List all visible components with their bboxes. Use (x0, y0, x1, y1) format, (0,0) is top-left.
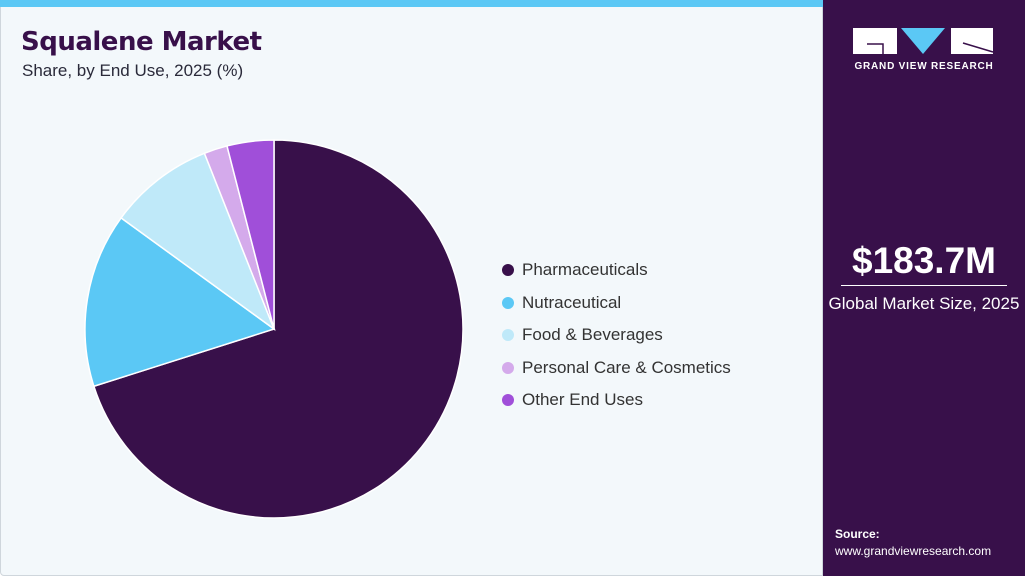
legend-swatch (502, 361, 514, 374)
legend-item: Nutraceutical (502, 287, 731, 320)
legend-swatch (502, 264, 514, 277)
gvr-logo-icon (853, 28, 994, 54)
legend-swatch (502, 329, 514, 342)
legend-label: Food & Beverages (522, 325, 663, 345)
chart-title: Squalene Market (21, 27, 262, 57)
accent-bar (0, 0, 823, 7)
legend-label: Other End Uses (522, 390, 643, 410)
legend-label: Nutraceutical (522, 292, 622, 312)
pie-slice-pharmaceuticals (92, 139, 464, 519)
legend-item: Other End Uses (502, 384, 731, 417)
pie-slice-other-end-uses (226, 139, 275, 330)
legend-swatch (502, 296, 514, 309)
chart-subtitle: Share, by End Use, 2025 (%) (22, 61, 244, 80)
pie-slice-food-beverages (120, 152, 276, 332)
legend-item: Personal Care & Cosmetics (502, 352, 731, 385)
source-url[interactable]: www.grandviewresearch.com (835, 544, 992, 558)
legend: Pharmaceuticals Nutraceutical Food & Bev… (502, 254, 731, 417)
pie-chart (84, 139, 464, 519)
legend-item: Pharmaceuticals (502, 254, 731, 287)
source: Source: www.grandviewresearch.com (835, 526, 991, 560)
pie-slice-nutraceutical (84, 216, 276, 388)
logo-text: GRAND VIEW RESEARCH (854, 61, 994, 72)
source-label: Source: (835, 527, 880, 541)
divider (841, 285, 1007, 286)
legend-label: Personal Care & Cosmetics (522, 357, 731, 377)
legend-label: Pharmaceuticals (522, 260, 648, 280)
legend-item: Food & Beverages (502, 319, 731, 352)
market-size-label: Global Market Size, 2025 (828, 294, 1020, 313)
legend-swatch (502, 394, 514, 407)
market-size-value: $183.7M (852, 240, 996, 281)
sidebar: GRAND VIEW RESEARCH $183.7M Global Marke… (823, 0, 1025, 576)
